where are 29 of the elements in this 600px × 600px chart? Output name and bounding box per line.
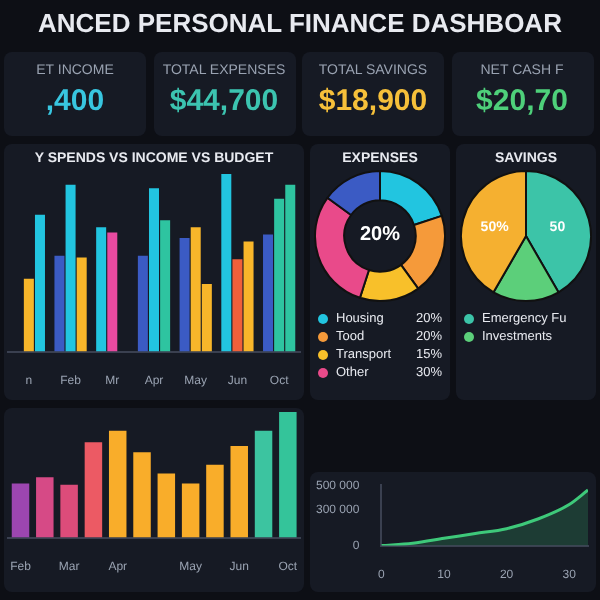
text: 20% <box>357 224 402 246</box>
bar <box>107 232 118 352</box>
bar <box>54 255 65 352</box>
bar <box>11 483 30 538</box>
bar <box>108 430 127 538</box>
text: ,400 <box>45 84 105 118</box>
text: $44,700 <box>169 84 279 118</box>
text: $18,900 <box>318 84 428 118</box>
bar <box>148 188 160 352</box>
bar <box>137 255 148 352</box>
bar <box>279 412 297 538</box>
bar <box>232 259 243 352</box>
bar <box>181 483 200 538</box>
bar <box>254 430 273 538</box>
text: ANCED PERSONAL FINANCE DASHBOAR <box>36 8 564 38</box>
bar <box>263 234 274 352</box>
bar <box>243 241 254 352</box>
bar <box>133 452 151 538</box>
bar <box>60 484 78 538</box>
bar <box>160 220 171 352</box>
bar <box>36 477 54 538</box>
text: $20,70 <box>476 84 568 118</box>
bar <box>76 257 87 352</box>
bar <box>65 184 76 352</box>
bar <box>84 442 103 538</box>
bar <box>230 445 248 538</box>
bar <box>179 237 190 352</box>
bar <box>157 473 176 538</box>
bar <box>206 464 224 538</box>
